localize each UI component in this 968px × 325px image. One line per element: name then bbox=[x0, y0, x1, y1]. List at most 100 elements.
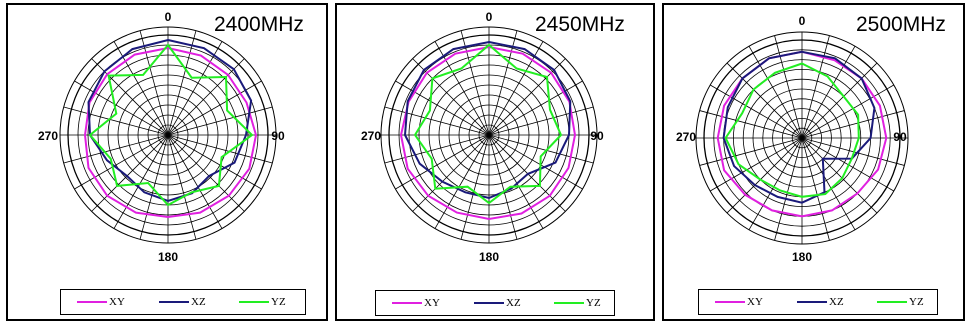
grid-spoke bbox=[412, 58, 490, 136]
series-trace-yz bbox=[413, 43, 563, 205]
polar-plot-2450: 0 90 180 270 bbox=[361, 10, 604, 264]
grid-spoke bbox=[113, 134, 169, 229]
grid-spoke bbox=[726, 62, 803, 139]
grid-spoke bbox=[774, 35, 803, 139]
grid-spoke bbox=[801, 62, 878, 139]
angle-label: 0 bbox=[165, 10, 172, 24]
legend-label: YZ bbox=[909, 296, 924, 308]
legend: XY XZ YZ bbox=[60, 289, 306, 315]
polar-chart-panel-2400: 0 90 180 270 2400MHz XY XZ YZ bbox=[6, 3, 328, 321]
grid-spoke bbox=[748, 137, 803, 230]
legend-label: XZ bbox=[506, 297, 521, 309]
grid-spoke bbox=[91, 134, 169, 212]
legend-swatch-xz bbox=[797, 301, 827, 303]
grid-spoke bbox=[384, 134, 490, 164]
grid-spoke bbox=[488, 106, 594, 136]
grid-spoke bbox=[412, 134, 490, 212]
angle-label: 90 bbox=[590, 129, 604, 143]
grid-spoke bbox=[167, 30, 197, 136]
grid-spoke bbox=[63, 106, 169, 136]
series-trace-xz bbox=[722, 50, 876, 204]
series-trace-xz bbox=[403, 40, 572, 200]
grid-spoke bbox=[167, 134, 223, 229]
grid-spoke bbox=[167, 134, 245, 212]
series-trace-xy bbox=[716, 50, 888, 218]
grid-spoke bbox=[488, 134, 583, 190]
grid-spoke bbox=[74, 134, 169, 190]
grid-spoke bbox=[801, 137, 856, 230]
grid-spoke bbox=[699, 137, 803, 166]
legend-label: XY bbox=[424, 297, 440, 309]
grid-spoke bbox=[488, 134, 544, 229]
grid-spoke bbox=[774, 137, 803, 241]
grid-spoke bbox=[801, 46, 856, 139]
grid-spoke bbox=[710, 137, 803, 192]
grid-spoke bbox=[167, 134, 262, 190]
grid-spoke bbox=[167, 58, 245, 136]
grid-spoke bbox=[139, 30, 169, 136]
angle-label: 180 bbox=[158, 250, 178, 264]
grid-spoke bbox=[167, 106, 273, 136]
polar-grid bbox=[380, 26, 598, 244]
grid-spoke bbox=[488, 41, 544, 136]
grid-spoke bbox=[167, 134, 197, 240]
grid-spoke bbox=[488, 80, 583, 136]
legend-swatch-xz bbox=[474, 302, 504, 304]
legend-label: XZ bbox=[191, 296, 206, 308]
angle-label: 180 bbox=[479, 250, 499, 264]
grid-spoke bbox=[710, 84, 803, 139]
angle-label: 270 bbox=[38, 129, 58, 143]
grid-spoke bbox=[801, 137, 830, 241]
legend-swatch-xy bbox=[715, 301, 745, 303]
grid-spoke bbox=[167, 41, 223, 136]
grid-spoke bbox=[488, 134, 566, 212]
legend-swatch-yz bbox=[554, 302, 584, 304]
grid-spoke bbox=[801, 137, 878, 214]
angle-label: 0 bbox=[486, 10, 493, 24]
grid-spoke bbox=[434, 134, 490, 229]
polar-chart-panel-2450: 0 90 180 270 2450MHz XY XZ YZ bbox=[335, 3, 655, 321]
grid-spoke bbox=[139, 134, 169, 240]
grid-spoke bbox=[63, 134, 169, 164]
grid-spoke bbox=[74, 80, 169, 136]
angle-label: 270 bbox=[361, 129, 381, 143]
series-trace-xy bbox=[399, 45, 577, 221]
grid-spoke bbox=[167, 134, 273, 164]
grid-spoke bbox=[460, 134, 490, 240]
legend-label: YZ bbox=[271, 296, 286, 308]
angle-label: 90 bbox=[893, 130, 907, 144]
legend-label: XY bbox=[109, 296, 125, 308]
angle-label: 90 bbox=[271, 129, 285, 143]
series-trace-yz bbox=[88, 43, 254, 207]
grid-spoke bbox=[801, 84, 894, 139]
legend-swatch-xy bbox=[77, 301, 107, 303]
grid-spoke bbox=[801, 35, 830, 139]
grid-spoke bbox=[488, 134, 518, 240]
series-trace-yz bbox=[724, 62, 860, 198]
legend-label: XY bbox=[747, 296, 763, 308]
legend-swatch-yz bbox=[877, 301, 907, 303]
polar-grid bbox=[695, 31, 909, 245]
grid-spoke bbox=[488, 58, 566, 136]
polar-grid bbox=[59, 26, 277, 244]
angle-label: 0 bbox=[799, 14, 806, 28]
polar-chart-panel-2500: 0 90 180 270 2500MHz XY XZ YZ bbox=[662, 3, 965, 321]
chart-title: 2450MHz bbox=[535, 13, 625, 36]
polar-plot-2500: 0 90 180 270 bbox=[676, 14, 909, 264]
series-trace-xy bbox=[83, 46, 258, 219]
legend-label: XZ bbox=[829, 296, 844, 308]
grid-spoke bbox=[395, 134, 490, 190]
legend-label: YZ bbox=[586, 297, 601, 309]
series-trace-xz bbox=[87, 38, 253, 203]
grid-spoke bbox=[488, 134, 594, 164]
grid-spoke bbox=[801, 110, 905, 139]
grid-spoke bbox=[434, 41, 490, 136]
chart-title: 2400MHz bbox=[214, 13, 304, 36]
grid-spoke bbox=[699, 110, 803, 139]
chart-title: 2500MHz bbox=[856, 13, 946, 36]
grid-spoke bbox=[726, 137, 803, 214]
legend: XY XZ YZ bbox=[375, 290, 615, 316]
grid-spoke bbox=[384, 106, 490, 136]
grid-spoke bbox=[460, 30, 490, 136]
legend-swatch-xy bbox=[392, 302, 422, 304]
